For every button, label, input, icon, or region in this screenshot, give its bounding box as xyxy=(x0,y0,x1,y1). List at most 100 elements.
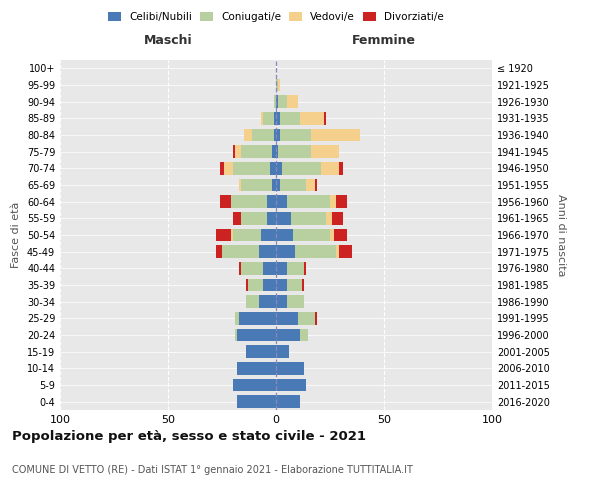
Bar xyxy=(276,262,287,274)
Bar xyxy=(241,179,272,192)
Bar xyxy=(239,312,276,324)
Bar xyxy=(263,279,276,291)
Bar xyxy=(276,396,300,408)
Bar xyxy=(276,312,298,324)
Text: Popolazione per età, sesso e stato civile - 2021: Popolazione per età, sesso e stato civil… xyxy=(12,430,366,443)
Bar xyxy=(280,129,311,141)
Bar xyxy=(322,162,338,174)
Bar xyxy=(276,229,293,241)
Bar xyxy=(276,362,304,374)
Bar xyxy=(306,179,315,192)
Bar xyxy=(276,212,291,224)
Bar xyxy=(233,379,276,391)
Bar xyxy=(274,129,276,141)
Bar xyxy=(276,246,295,258)
Bar xyxy=(332,212,343,224)
Bar xyxy=(276,329,300,341)
Bar xyxy=(220,162,224,174)
Bar xyxy=(233,212,241,224)
Bar xyxy=(235,312,239,324)
Bar xyxy=(276,146,278,158)
Bar xyxy=(287,96,298,108)
Bar xyxy=(224,162,233,174)
Bar xyxy=(278,146,311,158)
Bar xyxy=(338,162,343,174)
Bar xyxy=(252,129,274,141)
Bar xyxy=(315,312,317,324)
Bar xyxy=(246,296,259,308)
Bar xyxy=(233,146,235,158)
Bar xyxy=(276,129,280,141)
Bar xyxy=(302,279,304,291)
Bar xyxy=(338,246,352,258)
Bar xyxy=(272,179,276,192)
Bar xyxy=(230,229,233,241)
Bar xyxy=(237,362,276,374)
Bar xyxy=(330,229,334,241)
Bar xyxy=(311,146,338,158)
Bar xyxy=(323,112,326,124)
Bar xyxy=(269,162,276,174)
Bar xyxy=(246,279,248,291)
Bar xyxy=(276,296,287,308)
Bar xyxy=(263,262,276,274)
Bar xyxy=(215,229,230,241)
Bar xyxy=(268,212,276,224)
Bar xyxy=(330,196,337,208)
Bar xyxy=(259,246,276,258)
Bar xyxy=(272,146,276,158)
Bar xyxy=(235,146,241,158)
Bar xyxy=(263,112,274,124)
Legend: Celibi/Nubili, Coniugati/e, Vedovi/e, Divorziati/e: Celibi/Nubili, Coniugati/e, Vedovi/e, Di… xyxy=(104,8,448,26)
Bar xyxy=(304,262,306,274)
Bar xyxy=(237,329,276,341)
Bar xyxy=(268,196,276,208)
Bar xyxy=(276,112,280,124)
Bar xyxy=(239,179,241,192)
Bar xyxy=(248,279,263,291)
Bar xyxy=(287,296,304,308)
Bar xyxy=(315,179,317,192)
Bar xyxy=(276,162,283,174)
Bar xyxy=(241,212,268,224)
Text: Femmine: Femmine xyxy=(352,34,416,46)
Bar xyxy=(241,262,263,274)
Bar xyxy=(293,229,330,241)
Bar xyxy=(276,179,280,192)
Bar xyxy=(298,312,315,324)
Bar xyxy=(261,229,276,241)
Bar xyxy=(222,246,259,258)
Bar xyxy=(233,162,269,174)
Bar xyxy=(220,196,230,208)
Bar xyxy=(337,196,347,208)
Bar xyxy=(276,379,306,391)
Bar xyxy=(246,346,276,358)
Bar xyxy=(326,212,332,224)
Bar xyxy=(295,246,337,258)
Bar xyxy=(274,96,276,108)
Bar xyxy=(237,396,276,408)
Bar xyxy=(233,229,261,241)
Bar xyxy=(300,112,323,124)
Bar xyxy=(278,96,287,108)
Bar xyxy=(276,196,287,208)
Bar xyxy=(276,96,278,108)
Bar xyxy=(215,246,222,258)
Bar xyxy=(261,112,263,124)
Bar xyxy=(337,246,338,258)
Bar xyxy=(274,112,276,124)
Bar xyxy=(276,346,289,358)
Bar xyxy=(235,329,237,341)
Bar xyxy=(276,279,287,291)
Bar xyxy=(244,129,252,141)
Bar xyxy=(280,112,300,124)
Bar xyxy=(278,79,280,92)
Bar xyxy=(287,196,330,208)
Bar xyxy=(283,162,322,174)
Bar xyxy=(230,196,268,208)
Bar xyxy=(259,296,276,308)
Bar xyxy=(291,212,326,224)
Text: Maschi: Maschi xyxy=(143,34,193,46)
Bar xyxy=(287,262,304,274)
Bar xyxy=(334,229,347,241)
